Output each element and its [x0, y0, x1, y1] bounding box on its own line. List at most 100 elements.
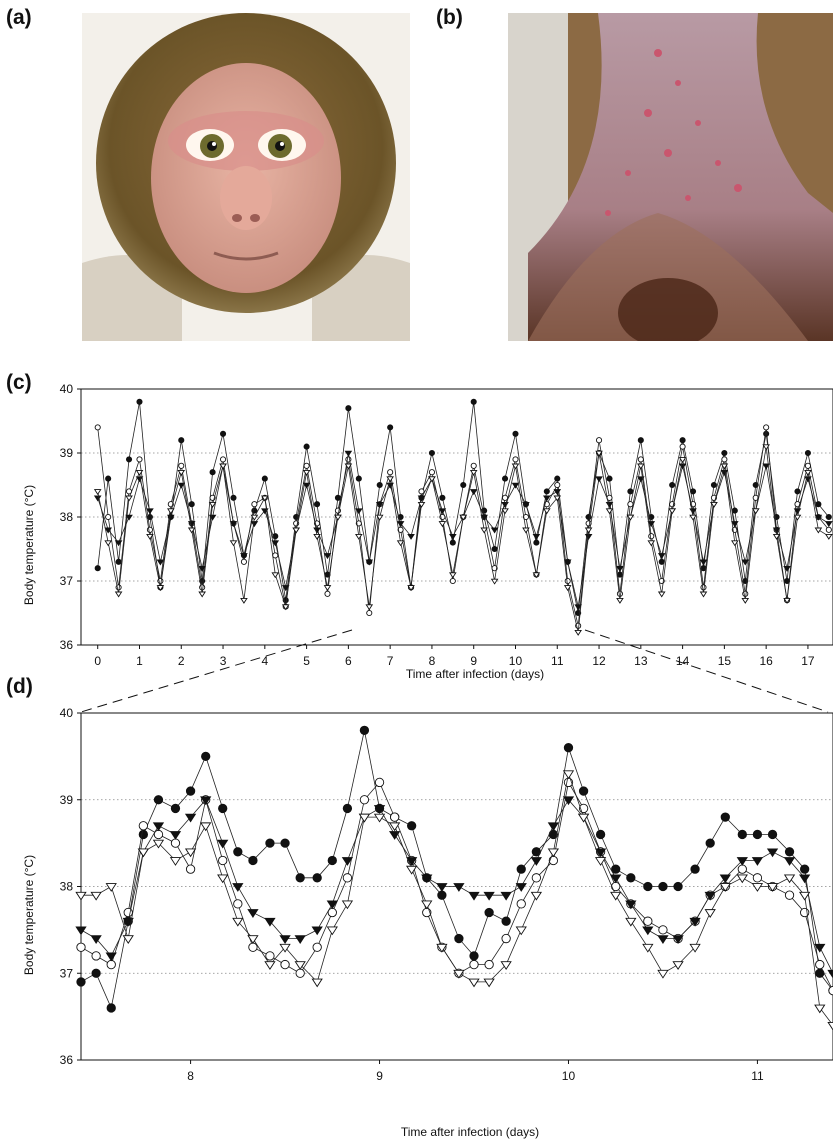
chart-c-data-point [700, 584, 707, 591]
chart-d-data-point [388, 831, 401, 840]
chart-c-data-point [741, 597, 750, 604]
chart-c-data-point [198, 565, 206, 572]
zoom-connector [80, 629, 829, 713]
chart-d-data-point [436, 883, 448, 892]
chart-d-ytick-label: 37 [60, 966, 74, 980]
chart-c-data-point [554, 475, 561, 482]
chart-c-data-point [302, 482, 311, 489]
chart-c-data-point [511, 482, 520, 489]
chart-c-xtick-label: 16 [759, 654, 773, 668]
chart-d-data-point [736, 874, 748, 884]
chart-c-data-point [595, 450, 603, 457]
chart-c-data-point [167, 508, 175, 515]
chart-c-xtick-label: 4 [261, 654, 268, 668]
chart-c-data-point [584, 527, 593, 534]
chart-c-data-point [407, 585, 415, 592]
chart-c-data-point [240, 558, 247, 565]
chart-c-data-point [240, 553, 248, 560]
chart-c-data-point [669, 481, 676, 489]
chart-c-data-point [627, 501, 634, 508]
chart-d-data-point [295, 873, 305, 883]
chart-d-data-point [170, 838, 181, 848]
chart-d-data-point [75, 926, 87, 936]
chart-c-data-point [480, 514, 488, 521]
chart-c-data-point [731, 540, 739, 547]
chart-d-data-point [264, 917, 276, 927]
chart-c-data-point [93, 489, 102, 496]
chart-c-data-point [772, 533, 781, 540]
chart-c-data-point [292, 527, 300, 534]
chart-c-xlabel: Time after infection (days) [406, 667, 544, 681]
chart-c-data-point [136, 456, 143, 463]
chart-c-data-point [188, 501, 195, 508]
chart-c-xtick-label: 12 [592, 654, 606, 668]
chart-d-data-point [436, 943, 448, 953]
chart-c-data-point [657, 591, 666, 598]
chart-c-data-point [344, 463, 353, 470]
chart-c-data-point [679, 437, 686, 444]
chart-d-data-point [200, 796, 212, 806]
panel-label-a: (a) [6, 6, 32, 29]
chart-c-data-point [156, 559, 165, 566]
chart-c-data-point [460, 481, 467, 489]
chart-c-data-point [480, 527, 488, 534]
chart-c-data-point [563, 559, 572, 566]
chart-c-data-point [783, 597, 791, 604]
chart-c-data-point [271, 540, 280, 547]
chart-d-xtick-label: 10 [562, 1069, 576, 1083]
chart-d-data-point [138, 829, 149, 840]
chart-c-data-point [449, 539, 456, 546]
chart-c-data-point [825, 533, 833, 540]
chart-c-data-point [387, 424, 394, 431]
chart-c-data-point [125, 495, 133, 502]
chart-d-series-filled-triangle-down [75, 796, 833, 979]
chart-c-data-point [804, 462, 811, 469]
chart-d-data-point [373, 805, 386, 814]
chart-d-ytick-label: 39 [60, 793, 74, 807]
chart-d-data-point [169, 857, 182, 866]
chart-c-data-point [324, 590, 331, 597]
chart-d-data-point [233, 899, 243, 909]
chart-c-data-point [178, 462, 185, 469]
chart-d-data-point [658, 925, 668, 935]
chart-d-data-point [279, 935, 291, 944]
chart-d-data-point [405, 857, 418, 866]
chart-c-data-point [281, 585, 290, 592]
chart-c-series-line [97, 446, 830, 633]
chart-d-data-point [483, 891, 495, 901]
chart-c-data-point [219, 456, 227, 463]
chart-d-data-point [483, 978, 495, 988]
chart-c-data-point [554, 481, 561, 489]
chart-d-data-point [784, 847, 795, 857]
chart-d-data-point [752, 829, 763, 840]
chart-c-data-point [491, 545, 498, 553]
chart-c-data-point [272, 552, 279, 559]
chart-c-data-point [313, 533, 321, 540]
chart-c-data-point [501, 508, 509, 515]
chart-c-data-point [115, 558, 122, 565]
chart-c-data-point [114, 591, 123, 598]
chart-c-data-point [741, 559, 750, 566]
chart-c-data-point [763, 430, 770, 437]
chart-c-data-point [627, 488, 634, 495]
chart-d-data-point [516, 899, 526, 909]
chart-c-data-point [814, 514, 823, 521]
chart-c-data-point [334, 514, 342, 521]
chart-c-data-point [543, 488, 550, 495]
chart-c-data-point [689, 514, 697, 521]
chart-c-data-point [522, 527, 530, 534]
chart-c-data-point [240, 597, 248, 604]
chart-c-data-point [668, 508, 676, 515]
chart-d-data-point [751, 857, 764, 866]
chart-d-xlabel: Time after infection (days) [401, 1125, 539, 1139]
chart-c-data-point [647, 521, 656, 528]
chart-c-data-point [720, 463, 729, 470]
chart-d-data-point [530, 857, 543, 866]
chart-c-series-filled-circle [94, 398, 832, 617]
chart-c-xtick-label: 14 [676, 654, 690, 668]
chart-c-data-point [522, 513, 529, 521]
chart-d-data-point [501, 933, 511, 944]
chart-c-xtick-label: 1 [136, 654, 143, 668]
chart-c-data-point [783, 565, 791, 572]
